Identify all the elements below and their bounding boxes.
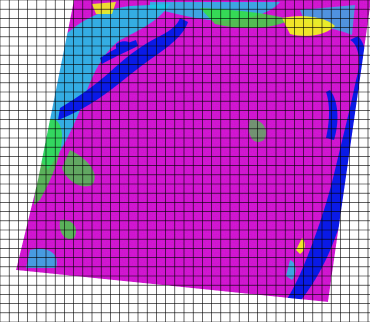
yellow-patch-left bbox=[92, 2, 116, 14]
green-patch bbox=[62, 150, 95, 187]
cyan-patch-bottom bbox=[26, 248, 57, 268]
river-upper bbox=[58, 18, 188, 120]
green-patch-bottom bbox=[59, 219, 77, 240]
cyan-strip-river bbox=[286, 260, 296, 280]
cyan-region bbox=[40, 4, 170, 170]
green-strip-top bbox=[200, 8, 290, 29]
yellow-strip-right bbox=[296, 238, 305, 254]
river-right-bank bbox=[326, 90, 338, 140]
